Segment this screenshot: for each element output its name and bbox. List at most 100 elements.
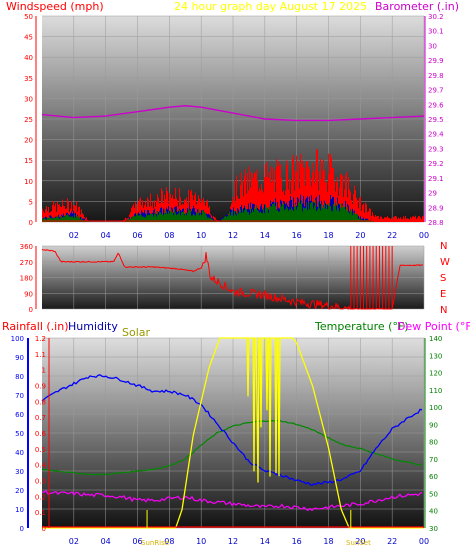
climate-x-tick-label: 02 xyxy=(69,537,79,546)
wind-tick-label: 5 xyxy=(29,198,33,206)
climate-x-tick-label: 22 xyxy=(387,537,397,546)
rainfall-axis-title: Rainfall (.in) xyxy=(2,320,69,333)
rainfall-tick-label: 0.6 xyxy=(35,430,47,438)
rainfall-tick-label: 0 xyxy=(42,525,46,533)
temperature-tick-label: 80 xyxy=(429,439,438,447)
solar-axis-title: Solar xyxy=(122,326,151,339)
climate-x-tick-label: 06 xyxy=(132,537,142,546)
wind-x-tick-label: 08 xyxy=(164,231,174,240)
rainfall-tick-label: 0.1 xyxy=(35,509,46,517)
rainfall-tick-label: 0.8 xyxy=(35,398,46,406)
wind-tick-label: 20 xyxy=(24,137,33,145)
climate-x-tick-label: 08 xyxy=(164,537,174,546)
barometer-tick-label: 30.2 xyxy=(428,13,444,21)
barometer-tick-label: 29.8 xyxy=(428,72,444,80)
wind-x-tick-label: 16 xyxy=(292,231,302,240)
temperature-tick-label: 60 xyxy=(429,473,438,481)
barometer-tick-label: 29 xyxy=(428,190,437,198)
rainfall-tick-label: 0.5 xyxy=(35,446,46,454)
dewpoint-axis-title: Dew Point (°F) xyxy=(397,320,470,333)
wind-x-tick-label: 00 xyxy=(419,231,429,240)
temperature-tick-label: 30 xyxy=(429,525,438,533)
barometer-tick-label: 29.5 xyxy=(428,116,444,124)
wind-direction-line xyxy=(41,248,424,311)
humidity-tick-label: 40 xyxy=(15,449,24,457)
wind-axis-title: Windspeed (mph) xyxy=(6,0,104,13)
temperature-tick-label: 100 xyxy=(429,404,442,412)
wind-tick-label: 45 xyxy=(24,34,33,42)
climate-x-tick-label: 12 xyxy=(228,537,238,546)
humidity-tick-label: 100 xyxy=(11,335,24,343)
climate-x-tick-label: 00 xyxy=(419,537,429,546)
wind-x-tick-label: 06 xyxy=(132,231,142,240)
sunrise-label: SunRise xyxy=(141,539,169,547)
humidity-tick-label: 80 xyxy=(15,373,24,381)
direction-tick-label: 90 xyxy=(24,290,33,298)
barometer-tick-label: 29.1 xyxy=(428,175,444,183)
direction-compass-label: W xyxy=(440,257,450,268)
direction-compass-label: N xyxy=(440,305,447,316)
wind-tick-label: 40 xyxy=(24,54,33,62)
barometer-tick-label: 30.1 xyxy=(428,28,444,36)
direction-tick-label: 270 xyxy=(20,259,33,267)
temperature-axis-title: Temperature (°F) xyxy=(314,320,409,333)
wind-x-tick-label: 20 xyxy=(355,231,365,240)
humidity-tick-label: 90 xyxy=(15,354,24,362)
wind-x-tick-label: 12 xyxy=(228,231,238,240)
temperature-tick-label: 90 xyxy=(429,421,438,429)
barometer-tick-label: 29.3 xyxy=(428,145,444,153)
climate-x-tick-label: 18 xyxy=(323,537,333,546)
wind-x-tick-label: 10 xyxy=(196,231,206,240)
direction-tick-label: 0 xyxy=(29,306,33,314)
humidity-tick-label: 30 xyxy=(15,468,24,476)
wind-x-tick-label: 22 xyxy=(387,231,397,240)
barometer-tick-label: 29.7 xyxy=(428,87,444,95)
barometer-tick-label: 28.8 xyxy=(428,219,444,227)
direction-compass-label: N xyxy=(440,241,447,252)
humidity-tick-label: 50 xyxy=(15,430,24,438)
wind-x-tick-label: 18 xyxy=(323,231,333,240)
rainfall-tick-label: 0.7 xyxy=(35,414,46,422)
barometer-axis-title: Barometer (.in) xyxy=(375,0,459,13)
humidity-tick-label: 10 xyxy=(15,506,24,514)
temperature-line xyxy=(41,419,423,476)
barometer-tick-label: 28.9 xyxy=(428,204,444,212)
rainfall-tick-label: 0.3 xyxy=(35,478,46,486)
graph-date-title: 24 hour graph day August 17 2025 xyxy=(174,0,367,13)
temperature-tick-label: 40 xyxy=(429,508,438,516)
rainfall-tick-label: 0.2 xyxy=(35,493,46,501)
humidity-tick-label: 60 xyxy=(15,411,24,419)
rainfall-tick-label: 1 xyxy=(42,367,46,375)
temperature-tick-label: 70 xyxy=(429,456,438,464)
barometer-tick-label: 30 xyxy=(428,42,437,50)
temperature-tick-label: 50 xyxy=(429,490,438,498)
temperature-tick-label: 120 xyxy=(429,370,442,378)
wind-tick-label: 35 xyxy=(24,75,33,83)
barometer-tick-label: 29.4 xyxy=(428,131,444,139)
wind-tick-label: 15 xyxy=(24,157,33,165)
rainfall-tick-label: 0.4 xyxy=(35,462,47,470)
wind-x-tick-label: 02 xyxy=(69,231,79,240)
wind-tick-label: 50 xyxy=(24,13,33,21)
dewpoint-line xyxy=(41,489,423,512)
data-layer xyxy=(41,105,425,529)
grid-layer xyxy=(42,15,425,529)
temperature-tick-label: 110 xyxy=(429,387,442,395)
barometer-line xyxy=(41,105,425,122)
temperature-tick-label: 130 xyxy=(429,352,442,360)
climate-x-tick-label: 20 xyxy=(355,537,365,546)
sunset-label: SunSet xyxy=(346,539,371,547)
rainfall-tick-label: 1.2 xyxy=(35,335,46,343)
climate-x-tick-label: 04 xyxy=(101,537,111,546)
direction-tick-label: 180 xyxy=(20,275,33,283)
humidity-tick-label: 70 xyxy=(15,392,24,400)
humidity-tick-label: 0 xyxy=(20,525,24,533)
temperature-tick-label: 140 xyxy=(429,335,442,343)
wind-tick-label: 30 xyxy=(24,95,33,103)
climate-x-tick-label: 16 xyxy=(292,537,302,546)
axes-layer: 0510152025303540455028.828.92929.129.229… xyxy=(11,13,450,546)
humidity-line xyxy=(41,374,423,487)
wind-x-tick-label: 14 xyxy=(260,231,270,240)
